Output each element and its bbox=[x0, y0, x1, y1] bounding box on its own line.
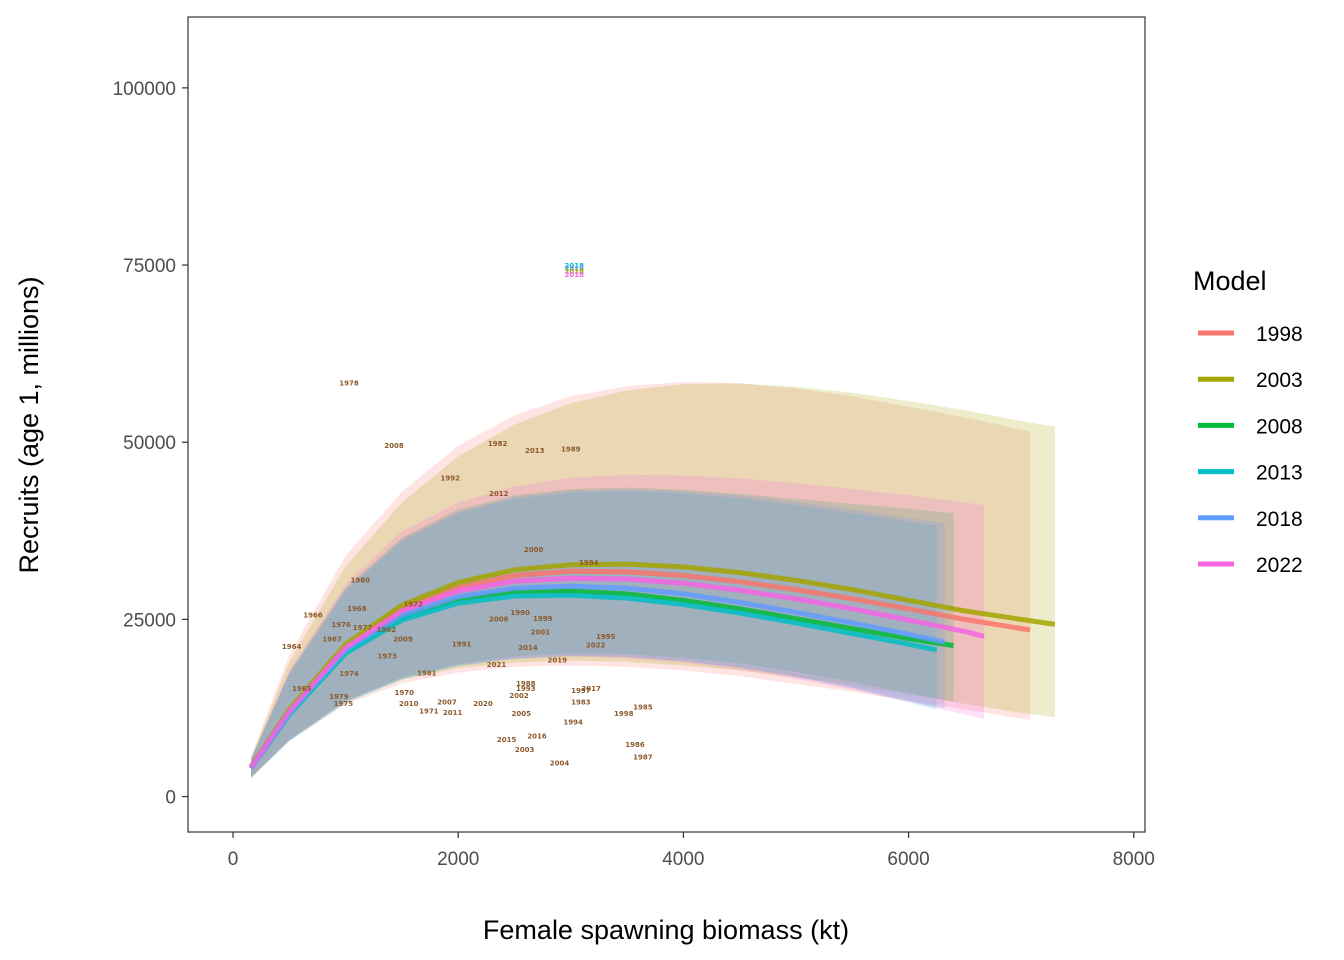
year-label-2022: 2022 bbox=[586, 642, 606, 650]
confidence-bands bbox=[251, 382, 1055, 779]
year-label-1967: 1967 bbox=[322, 635, 342, 643]
y-tick-label: 100000 bbox=[113, 79, 176, 100]
x-tick-label: 6000 bbox=[887, 849, 929, 870]
year-label-1999: 1999 bbox=[533, 615, 553, 623]
year-label-1978: 1978 bbox=[339, 380, 359, 388]
year-label-1997: 1997 bbox=[571, 687, 591, 695]
year-label-2015: 2015 bbox=[497, 736, 517, 744]
band-2018 bbox=[251, 489, 945, 778]
year-label-1991: 1991 bbox=[452, 640, 472, 648]
year-label-1987: 1987 bbox=[633, 754, 653, 762]
year-label-1993: 1993 bbox=[516, 685, 536, 693]
legend-label-2013: 2013 bbox=[1256, 462, 1303, 485]
y-tick-label: 0 bbox=[165, 788, 176, 809]
band-2013 bbox=[251, 491, 937, 779]
year-label-2010: 2010 bbox=[399, 700, 419, 708]
year-label-2011: 2011 bbox=[443, 709, 463, 717]
year-label-2005: 2005 bbox=[512, 710, 532, 718]
year-label-2006: 2006 bbox=[489, 616, 509, 624]
year-label-2008: 2008 bbox=[384, 442, 404, 450]
legend-label-2022: 2022 bbox=[1256, 554, 1303, 577]
band-2008 bbox=[251, 487, 954, 778]
year-label-1964: 1964 bbox=[282, 643, 302, 651]
year-label-1974: 1974 bbox=[339, 670, 359, 678]
year-label-1968: 1968 bbox=[347, 605, 367, 613]
year-label-2014: 2014 bbox=[518, 644, 538, 652]
legend-title: Model bbox=[1193, 266, 1267, 296]
axes: 0 2000 4000 6000 8000 0 25000 50000 75000 100000 bbox=[113, 79, 1155, 870]
year-label-1980: 1980 bbox=[351, 577, 371, 585]
year-label-1992: 1992 bbox=[441, 475, 461, 483]
x-tick-label: 2000 bbox=[437, 849, 479, 870]
year-label-1971: 1971 bbox=[419, 708, 439, 716]
year-label-2003: 2003 bbox=[515, 746, 535, 754]
x-tick-label: 4000 bbox=[662, 849, 704, 870]
year-label-2009: 2009 bbox=[393, 635, 413, 643]
year-label-1970: 1970 bbox=[394, 689, 414, 697]
year-label-1988: 1988 bbox=[516, 680, 536, 688]
year-label-outlier-2018: 2018 bbox=[564, 268, 584, 276]
year-label-2012: 2012 bbox=[489, 490, 509, 498]
legend-label-2008: 2008 bbox=[1256, 415, 1303, 438]
year-label-outlier-2018: 2018 bbox=[564, 271, 584, 279]
year-label-2002: 2002 bbox=[509, 692, 529, 700]
year-label-2017: 2017 bbox=[581, 685, 601, 693]
year-label-1986: 1986 bbox=[625, 741, 645, 749]
model-curves bbox=[248, 561, 1056, 770]
year-label-1962: 1962 bbox=[376, 626, 396, 634]
year-labels: 1978 2008 1982 2013 1989 1992 2012 2000 1984 1980… bbox=[282, 262, 653, 768]
year-label-1975: 1975 bbox=[334, 700, 354, 708]
year-label-1995: 1995 bbox=[596, 633, 616, 641]
year-label-2013: 2013 bbox=[525, 447, 545, 455]
year-label-1985: 1985 bbox=[633, 703, 653, 711]
legend-label-2018: 2018 bbox=[1256, 508, 1303, 531]
year-label-2019: 2019 bbox=[548, 657, 568, 665]
legend-label-1998: 1998 bbox=[1256, 323, 1303, 346]
year-label-1973: 1973 bbox=[378, 652, 398, 660]
year-label-1981: 1981 bbox=[417, 669, 437, 677]
year-label-1984: 1984 bbox=[579, 559, 599, 567]
legend-label-2003: 2003 bbox=[1256, 369, 1303, 392]
year-label-2007: 2007 bbox=[437, 698, 457, 706]
year-label-1965: 1965 bbox=[292, 685, 312, 693]
year-label-1972: 1972 bbox=[403, 601, 423, 609]
curve-2013 bbox=[248, 592, 938, 770]
year-label-2020: 2020 bbox=[473, 700, 493, 708]
y-axis-title: Recruits (age 1, millions) bbox=[14, 276, 44, 573]
year-label-2021: 2021 bbox=[487, 661, 507, 669]
y-tick-label: 50000 bbox=[123, 433, 176, 454]
year-label-1982: 1982 bbox=[488, 440, 508, 448]
year-label-1966: 1966 bbox=[303, 611, 323, 619]
year-label-outlier-2018: 2018 bbox=[564, 262, 584, 270]
year-label-1994: 1994 bbox=[563, 718, 583, 726]
band-2022 bbox=[251, 474, 984, 778]
year-label-1977: 1977 bbox=[353, 624, 373, 632]
year-label-1989: 1989 bbox=[561, 445, 581, 453]
curve-2022 bbox=[248, 575, 985, 769]
year-label-1998: 1998 bbox=[614, 710, 634, 718]
x-axis-title: Female spawning biomass (kt) bbox=[483, 915, 849, 945]
y-tick-label: 75000 bbox=[123, 256, 176, 277]
year-label-2001: 2001 bbox=[531, 628, 551, 636]
year-label-1976: 1976 bbox=[331, 621, 351, 629]
year-label-1979: 1979 bbox=[329, 693, 349, 701]
x-tick-label: 0 bbox=[228, 849, 239, 870]
y-tick-label: 25000 bbox=[123, 610, 176, 631]
panel-border bbox=[187, 16, 1146, 833]
legend: Model 1998 2003 2008 2013 2018 2022 bbox=[1193, 266, 1303, 577]
year-label-2000: 2000 bbox=[524, 546, 544, 554]
year-label-2016: 2016 bbox=[527, 733, 547, 741]
x-tick-label: 8000 bbox=[1113, 849, 1155, 870]
year-label-1990: 1990 bbox=[510, 609, 530, 617]
year-label-2004: 2004 bbox=[550, 759, 570, 767]
curve-2003 bbox=[248, 561, 1056, 769]
year-label-1983: 1983 bbox=[571, 698, 591, 706]
year-label-outlier-2018: 2018 bbox=[564, 265, 584, 273]
